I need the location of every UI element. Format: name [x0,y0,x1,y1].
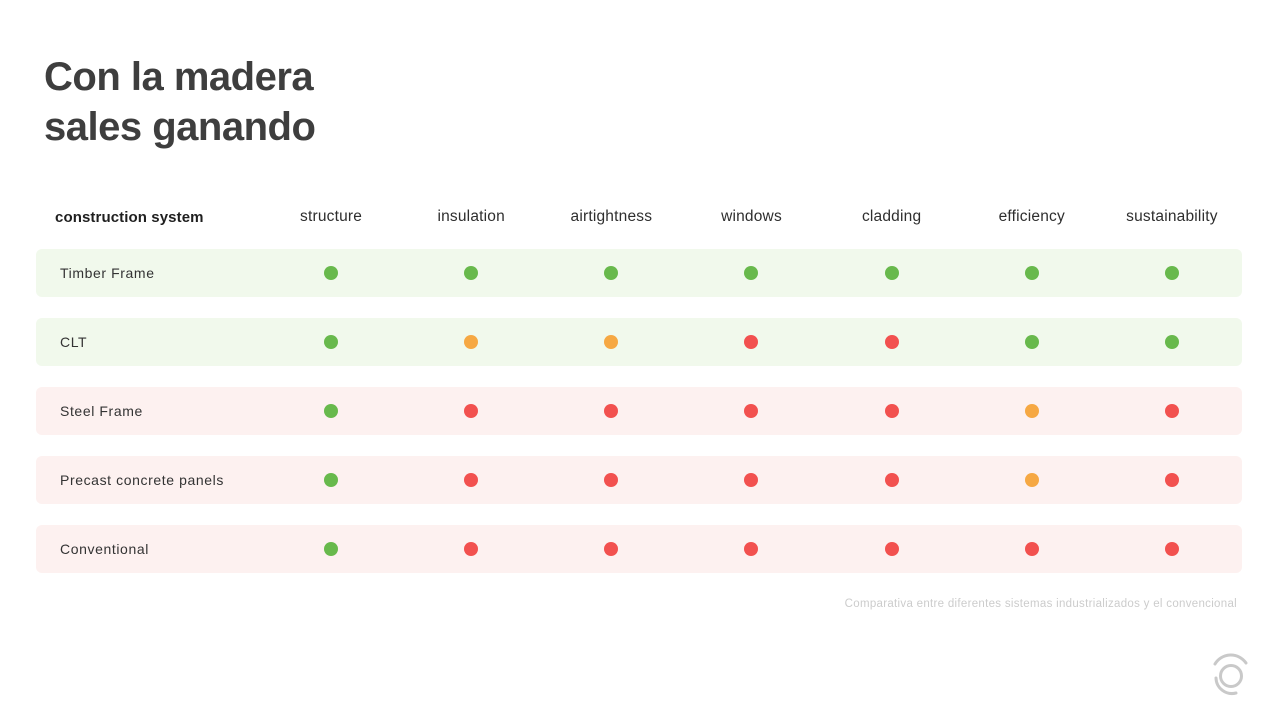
arquima-a-logo-icon [1206,648,1258,700]
footnote-caption: Comparativa entre diferentes sistemas in… [844,598,1237,610]
rating-dot [744,404,759,418]
rating-cell [681,318,821,366]
rating-cell [1102,318,1242,366]
rating-cell [822,249,962,297]
rating-cell [822,318,962,366]
title-line-1: Con la madera [44,55,314,99]
rating-cell [822,387,962,435]
column-header-cladding: cladding [861,208,922,225]
rating-cell [541,525,681,573]
rating-cell [541,249,681,297]
rating-cell [401,387,541,435]
rating-cell [681,456,821,504]
rating-dot [884,266,899,280]
row-label: Conventional [60,541,149,557]
rating-dot [324,542,339,556]
rating-dot [324,404,339,418]
rating-dot [1164,404,1179,418]
rating-cell [401,318,541,366]
column-header-construction-system: construction system [55,208,204,226]
rating-cell [1102,249,1242,297]
rating-dot [604,266,619,280]
rating-dot [884,335,899,349]
row-label: Precast concrete panels [60,472,224,488]
column-header-airtightness: airtightness [570,208,653,225]
rating-cell [541,318,681,366]
rating-dot [1164,542,1179,556]
rating-dot [744,473,759,487]
rating-cell [1102,456,1242,504]
table-row-precast-concrete-panels: Precast concrete panels [36,456,1242,504]
rating-dot [1024,404,1039,418]
rating-dot [604,335,619,349]
rating-cell [681,249,821,297]
column-header-structure: structure [300,208,363,225]
rating-dot [464,473,479,487]
rating-dot [744,266,759,280]
table-row-steel-frame: Steel Frame [36,387,1242,435]
rating-dot [324,473,339,487]
rating-dot [1164,473,1179,487]
column-header-sustainability: sustainability [1126,208,1218,225]
rating-cell [401,249,541,297]
rating-dot [604,542,619,556]
rating-dot [884,542,899,556]
rating-cell [822,525,962,573]
rating-dot [1164,335,1179,349]
page-title: Con la madera sales ganando [44,52,316,152]
rating-dot [744,542,759,556]
rating-dot [464,335,479,349]
rating-cell [962,318,1102,366]
rating-dot [884,473,899,487]
rating-cell [401,456,541,504]
rating-dot [884,404,899,418]
rating-cell [681,525,821,573]
column-header-efficiency: efficiency [998,208,1065,225]
rating-dot [1024,335,1039,349]
rating-dot [464,404,479,418]
rating-dot [324,335,339,349]
rating-cell [401,525,541,573]
table-row-timber-frame: Timber Frame [36,249,1242,297]
rating-cell [681,387,821,435]
title-line-2: sales ganando [44,105,316,149]
rating-cell [962,249,1102,297]
rating-cell [541,387,681,435]
rating-dot [324,266,339,280]
rating-dot [464,266,479,280]
rating-cell [962,525,1102,573]
rating-dot [744,335,759,349]
rating-cell [261,318,401,366]
rating-cell [822,456,962,504]
row-label: Steel Frame [60,403,143,419]
table-row-conventional: Conventional [36,525,1242,573]
rating-dot [1164,266,1179,280]
row-label: Timber Frame [60,265,155,281]
rating-dot [604,404,619,418]
rating-cell [1102,387,1242,435]
rating-cell [261,456,401,504]
rating-cell [261,525,401,573]
rating-dot [1024,542,1039,556]
column-header-insulation: insulation [437,208,505,225]
rating-cell [261,249,401,297]
rating-cell [962,456,1102,504]
rating-cell [962,387,1102,435]
rating-cell [1102,525,1242,573]
comparison-table: construction system structure insulation… [36,193,1242,573]
rating-cell [541,456,681,504]
rating-dot [1024,473,1039,487]
column-header-windows: windows [721,208,782,225]
row-label: CLT [60,334,88,350]
rating-dot [604,473,619,487]
table-header-row: construction system structure insulation… [36,193,1242,241]
table-row-clt: CLT [36,318,1242,366]
rating-dot [1024,266,1039,280]
rating-cell [261,387,401,435]
rating-dot [464,542,479,556]
